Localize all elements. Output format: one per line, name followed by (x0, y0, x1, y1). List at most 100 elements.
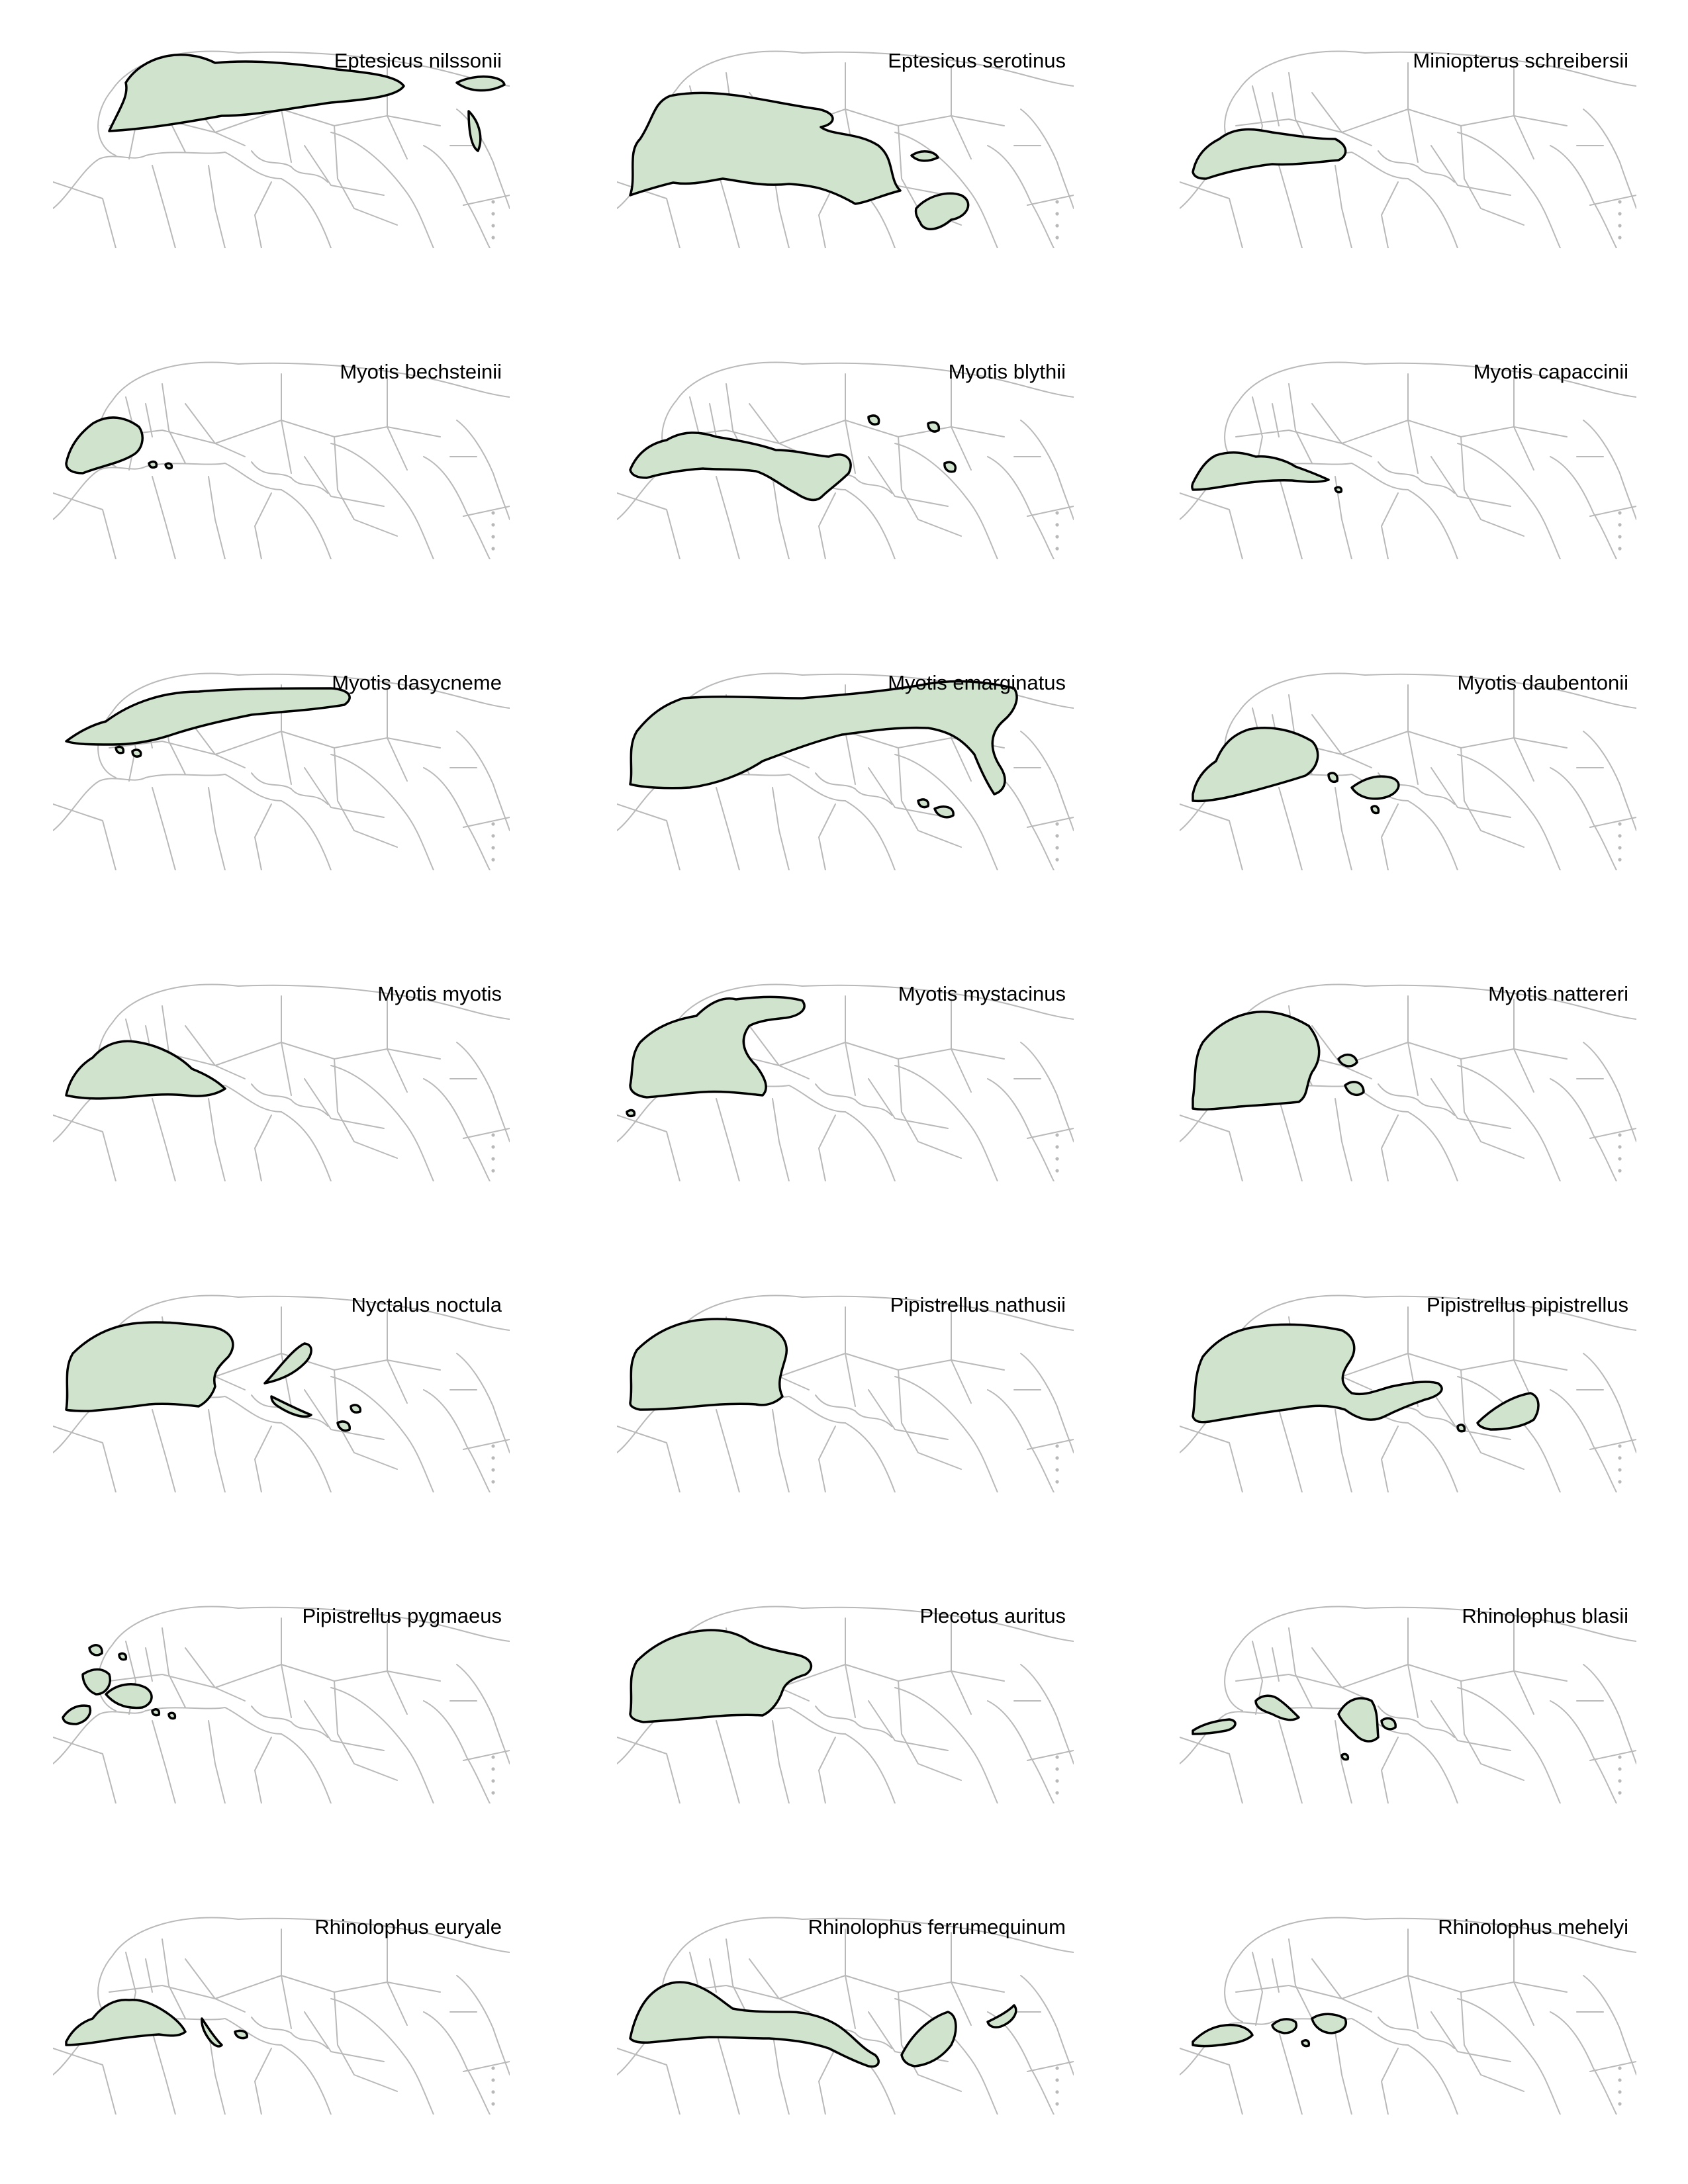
border-line (423, 145, 491, 248)
border-line (1335, 165, 1352, 248)
species-range (1192, 1694, 1397, 1761)
border-line (818, 1737, 836, 1803)
border-line (1311, 1025, 1372, 1079)
graticule-dot (1618, 1145, 1622, 1149)
border-line (334, 1058, 398, 1159)
range-polygon (234, 2029, 248, 2040)
border-line (802, 1295, 1074, 1331)
range-polygon (1327, 772, 1339, 783)
graticule-dot (1618, 834, 1622, 838)
border-line (109, 1664, 441, 1688)
range-polygon (65, 1321, 234, 1412)
border-line (162, 1938, 186, 2019)
range-polygon (914, 192, 970, 230)
graticule-dot (1618, 535, 1622, 539)
border-line (951, 1932, 972, 2026)
border-line (145, 1958, 153, 1993)
border-line (423, 1078, 491, 1181)
range-polygon (1192, 727, 1319, 803)
graticule-dot (1055, 2078, 1059, 2082)
map-panel-euryale: Rhinolophus euryale (53, 1913, 510, 2115)
border-line (1407, 995, 1419, 1096)
border-line (1589, 1439, 1636, 1450)
border-line (1550, 2011, 1617, 2115)
border-line (304, 456, 385, 507)
range-map-serotinus (617, 50, 1074, 248)
border-line (1235, 1664, 1568, 1688)
border-line (716, 1409, 740, 1492)
graticule-dot (1055, 511, 1059, 515)
border-line (898, 1680, 962, 1781)
border-line (1550, 1700, 1617, 1803)
border-line (281, 373, 292, 474)
graticule-dot (1055, 1169, 1059, 1173)
border-line (716, 2031, 740, 2115)
border-line (152, 476, 176, 559)
graticule-dot (491, 1755, 495, 1759)
range-map-ferrumequinum (617, 1917, 1074, 2115)
graticule-dot (491, 236, 495, 240)
border-line (281, 178, 332, 248)
border-line (304, 1389, 385, 1440)
graticule-dot (1055, 1456, 1059, 1460)
range-polygon (1192, 1718, 1237, 1735)
range-polygon (115, 745, 125, 754)
border-line (251, 461, 328, 494)
border-line (1589, 2061, 1636, 2072)
border-line (1460, 1991, 1524, 2092)
border-line (97, 1917, 239, 2023)
border-line (281, 1733, 332, 1803)
border-line (1589, 506, 1636, 517)
border-line (1589, 195, 1636, 206)
border-line (53, 2048, 117, 2115)
range-polygon (105, 1683, 153, 1709)
range-polygon (350, 1404, 362, 1414)
border-line (1224, 361, 1366, 467)
range-polygon (270, 1395, 312, 1418)
border-line (951, 1310, 972, 1404)
border-line (1020, 1664, 1074, 1764)
border-line (463, 1750, 510, 1761)
map-panel-nathusii: Pipistrellus nathusii (617, 1291, 1074, 1492)
border-line (330, 1065, 434, 1181)
border-line (709, 403, 717, 437)
map-panel-nattereri: Myotis nattereri (1180, 979, 1636, 1181)
border-line (1550, 1078, 1617, 1181)
border-line (1513, 1932, 1534, 2026)
graticule-dot (1055, 1480, 1059, 1484)
map-panel-myotis: Myotis myotis (53, 979, 510, 1181)
range-polygon (88, 1644, 103, 1657)
range-polygon (1192, 2023, 1254, 2048)
map-panel-mehelyi: Rhinolophus mehelyi (1180, 1913, 1636, 2115)
border-line (818, 2048, 836, 2115)
border-line (845, 1733, 896, 1803)
border-line (749, 1025, 810, 1079)
border-line (1407, 489, 1458, 559)
border-line (1027, 195, 1074, 206)
graticule-dot (491, 1444, 495, 1448)
border-line (1311, 403, 1372, 457)
border-line (749, 1958, 810, 2013)
species-range (65, 1040, 226, 1100)
border-line (772, 1720, 790, 1803)
border-line (1589, 817, 1636, 828)
graticule-dot (1618, 846, 1622, 850)
border-line (802, 984, 1074, 1020)
border-line (1180, 2048, 1243, 2115)
border-line (987, 145, 1055, 248)
border-line (251, 1083, 328, 1116)
border-line (53, 803, 117, 870)
border-line (145, 152, 282, 179)
graticule-dot (1618, 1169, 1622, 1173)
border-line (152, 787, 176, 870)
border-line (387, 1932, 408, 2026)
border-line (162, 1627, 186, 1708)
range-polygon (167, 1711, 177, 1720)
map-panel-daubentonii: Myotis daubentonii (1180, 668, 1636, 870)
border-line (423, 456, 491, 559)
border-line (1513, 377, 1534, 471)
border-line (894, 1065, 998, 1181)
border-line (208, 2031, 226, 2115)
map-panel-auritus: Plecotus auritus (617, 1602, 1074, 1803)
border-line (281, 489, 332, 559)
